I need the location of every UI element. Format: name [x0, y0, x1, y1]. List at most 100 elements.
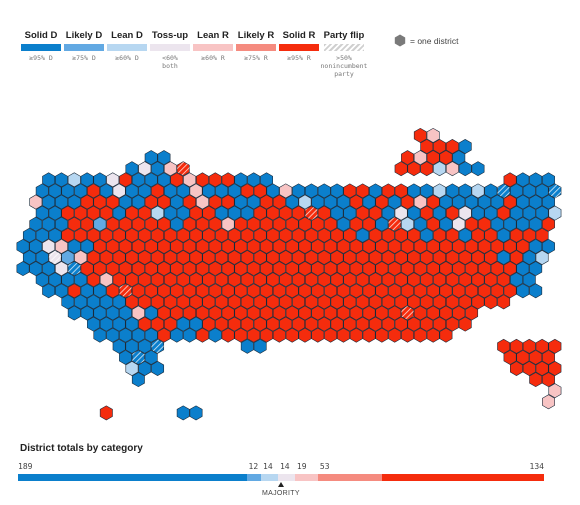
district-hex: [138, 183, 152, 199]
district-hex: [535, 227, 549, 243]
district-hex: [195, 327, 209, 343]
district-hex: [445, 183, 459, 199]
district-hex: [112, 338, 126, 354]
district-hex: [439, 194, 453, 210]
district-hex: [445, 250, 459, 265]
district-hex: [157, 305, 171, 321]
district-hex: [93, 261, 107, 277]
district-hex: [157, 283, 171, 299]
party-flip-hatch: [388, 217, 401, 232]
district-hex: [503, 349, 517, 365]
district-hex: [413, 305, 427, 321]
district-hex: [497, 205, 511, 221]
district-hex: [215, 183, 229, 199]
district-hex: [542, 349, 555, 365]
district-hex: [362, 327, 376, 343]
district-hex: [388, 305, 402, 321]
totals-segment-lean-r: [294, 474, 318, 481]
legend-swatch: [21, 44, 61, 51]
district-hex: [298, 238, 312, 254]
district-hex: [131, 194, 145, 210]
district-hex: [535, 361, 549, 376]
district-hex: [407, 161, 421, 177]
district-hex: [125, 272, 139, 288]
district-hex: [381, 183, 395, 199]
legend-likely-r: Likely R ≥75% R: [235, 30, 277, 62]
district-hex: [426, 261, 440, 277]
district-hex: [497, 338, 511, 354]
district-hex: [317, 205, 331, 221]
party-flip-hatch: [151, 339, 164, 354]
district-hex: [183, 327, 197, 343]
district-hex: [272, 305, 286, 321]
totals-value: 134: [529, 462, 544, 471]
district-hex: [67, 283, 81, 299]
district-hex: [272, 238, 286, 254]
district-hex: [381, 205, 395, 221]
district-hex: [240, 294, 254, 310]
district-hex: [138, 316, 152, 332]
district-hex: [157, 150, 171, 166]
district-hex: [54, 172, 68, 188]
district-hex: [356, 227, 370, 243]
district-hex: [336, 194, 350, 210]
district-hex: [471, 183, 485, 199]
legend-label: Lean D: [111, 30, 143, 41]
district-hex: [445, 139, 459, 154]
district-hex: [144, 349, 158, 365]
district-hex: [195, 261, 209, 277]
district-hex: [183, 261, 197, 277]
legend: Solid D ≥95% D Likely D ≥75% D Lean D ≥6…: [20, 30, 368, 78]
district-hex: [112, 183, 126, 199]
district-hex: [144, 305, 158, 321]
district-hex: [144, 327, 158, 343]
district-hex: [260, 238, 273, 254]
district-hex: [151, 272, 165, 288]
district-hex: [74, 272, 88, 288]
district-hex: [433, 139, 447, 154]
party-flip-hatch: [401, 305, 414, 321]
district-hex: [221, 261, 235, 277]
district-hex: [292, 316, 306, 332]
district-hex: [240, 316, 254, 332]
district-hex: [106, 327, 120, 343]
legend-swatch: [150, 44, 190, 51]
majority-marker: [278, 482, 284, 487]
district-hex: [99, 272, 113, 288]
party-flip-hatch: [48, 250, 62, 265]
district-hex: [516, 261, 530, 277]
totals-segment-likely-d: [246, 474, 262, 481]
district-hex: [279, 227, 293, 243]
district-hex: [202, 205, 216, 221]
district-hex: [189, 205, 203, 221]
district-hex: [74, 294, 88, 310]
district-hex: [80, 305, 94, 321]
district-hex: [247, 216, 261, 232]
district-hex: [93, 305, 107, 321]
district-hex: [61, 183, 75, 199]
party-flip-hatch: [119, 283, 132, 298]
district-hex: [426, 150, 440, 166]
legend-swatch: [236, 44, 276, 51]
district-hex: [253, 272, 267, 288]
district-hex: [516, 283, 530, 299]
district-hex: [29, 261, 43, 277]
district-hex: [221, 283, 235, 299]
district-hex: [529, 349, 543, 365]
district-hex: [413, 283, 427, 299]
district-hex: [542, 394, 555, 410]
district-hex: [67, 305, 81, 321]
legend-label: Solid D: [24, 30, 58, 41]
district-hex: [375, 238, 389, 254]
district-hex: [195, 172, 209, 188]
district-hex: [369, 272, 382, 288]
legend-label: Likely R: [237, 30, 275, 41]
district-hex: [266, 316, 280, 332]
district-hex: [465, 305, 479, 321]
district-hex: [490, 238, 504, 254]
district-hex: [465, 238, 479, 254]
district-hex: [369, 183, 382, 199]
district-hex: [35, 272, 49, 288]
district-hex: [247, 305, 261, 321]
district-hex: [87, 272, 100, 288]
